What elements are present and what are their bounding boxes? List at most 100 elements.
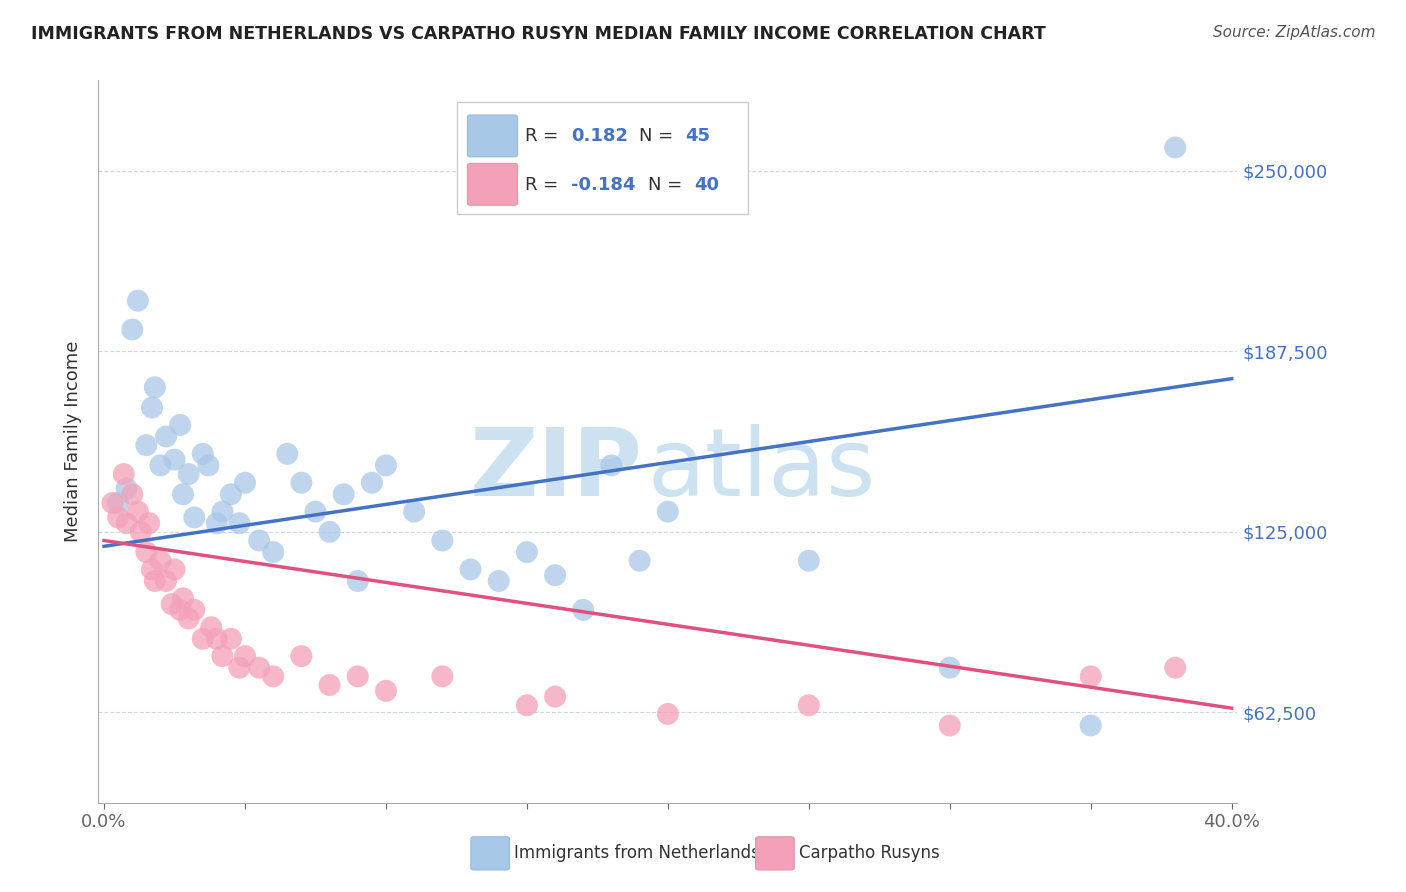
Text: R =: R = [526, 176, 564, 194]
FancyBboxPatch shape [457, 102, 748, 214]
Point [318, 678, 340, 692]
Point [115, 516, 138, 531]
Text: IMMIGRANTS FROM NETHERLANDS VS CARPATHO RUSYN MEDIAN FAMILY INCOME CORRELATION C: IMMIGRANTS FROM NETHERLANDS VS CARPATHO … [31, 25, 1046, 43]
Point [657, 505, 679, 519]
Point [262, 669, 284, 683]
Point [516, 545, 538, 559]
Point [432, 669, 454, 683]
Point [247, 661, 270, 675]
Point [600, 458, 623, 473]
Point [1164, 661, 1187, 675]
Point [149, 458, 172, 473]
Point [1080, 718, 1102, 732]
Point [205, 632, 228, 646]
Point [233, 649, 256, 664]
Point [544, 568, 567, 582]
Point [177, 467, 200, 481]
Point [155, 429, 177, 443]
Point [219, 487, 242, 501]
Point [200, 620, 222, 634]
Point [115, 482, 138, 496]
Point [404, 505, 426, 519]
Point [141, 401, 163, 415]
Point [1164, 140, 1187, 154]
Point [544, 690, 567, 704]
FancyBboxPatch shape [755, 837, 794, 870]
Text: -0.184: -0.184 [571, 176, 636, 194]
Point [432, 533, 454, 548]
Point [172, 591, 194, 606]
Point [233, 475, 256, 490]
FancyBboxPatch shape [467, 115, 517, 157]
Point [572, 603, 595, 617]
Point [318, 524, 340, 539]
Text: Source: ZipAtlas.com: Source: ZipAtlas.com [1212, 25, 1375, 40]
Point [107, 510, 129, 524]
Point [211, 649, 233, 664]
Point [938, 661, 960, 675]
Text: 45: 45 [685, 127, 710, 145]
Point [191, 447, 214, 461]
FancyBboxPatch shape [467, 163, 517, 205]
Point [657, 706, 679, 721]
Point [262, 545, 284, 559]
Point [1080, 669, 1102, 683]
Point [375, 683, 398, 698]
Point [135, 545, 157, 559]
Point [797, 554, 820, 568]
Point [129, 524, 152, 539]
Point [183, 510, 205, 524]
Point [228, 661, 250, 675]
Text: 40: 40 [695, 176, 718, 194]
Point [290, 475, 312, 490]
Point [938, 718, 960, 732]
Point [163, 562, 186, 576]
Text: Carpatho Rusyns: Carpatho Rusyns [799, 844, 939, 862]
Y-axis label: Median Family Income: Median Family Income [63, 341, 82, 542]
Point [247, 533, 270, 548]
Point [127, 293, 149, 308]
Text: R =: R = [526, 127, 564, 145]
Point [121, 322, 143, 336]
Point [143, 574, 166, 588]
Point [155, 574, 177, 588]
Point [332, 487, 354, 501]
Point [205, 516, 228, 531]
Point [346, 669, 368, 683]
Point [797, 698, 820, 713]
Point [460, 562, 482, 576]
Point [138, 516, 160, 531]
Point [488, 574, 510, 588]
Point [169, 417, 191, 432]
Point [112, 467, 135, 481]
FancyBboxPatch shape [471, 837, 509, 870]
Point [101, 496, 124, 510]
Point [375, 458, 398, 473]
Point [516, 698, 538, 713]
Point [121, 487, 143, 501]
Point [211, 505, 233, 519]
Point [143, 380, 166, 394]
Point [628, 554, 651, 568]
Point [169, 603, 191, 617]
Text: ZIP: ZIP [470, 425, 643, 516]
Point [290, 649, 312, 664]
Point [177, 611, 200, 625]
Point [183, 603, 205, 617]
Text: atlas: atlas [647, 425, 876, 516]
Point [163, 452, 186, 467]
Text: Immigrants from Netherlands: Immigrants from Netherlands [515, 844, 761, 862]
Point [127, 505, 149, 519]
Point [276, 447, 298, 461]
Text: 0.182: 0.182 [571, 127, 628, 145]
Point [141, 562, 163, 576]
Text: N =: N = [648, 176, 689, 194]
Point [107, 496, 129, 510]
Point [135, 438, 157, 452]
Text: N =: N = [640, 127, 679, 145]
Point [360, 475, 382, 490]
Point [160, 597, 183, 611]
Point [228, 516, 250, 531]
Point [191, 632, 214, 646]
Point [346, 574, 368, 588]
